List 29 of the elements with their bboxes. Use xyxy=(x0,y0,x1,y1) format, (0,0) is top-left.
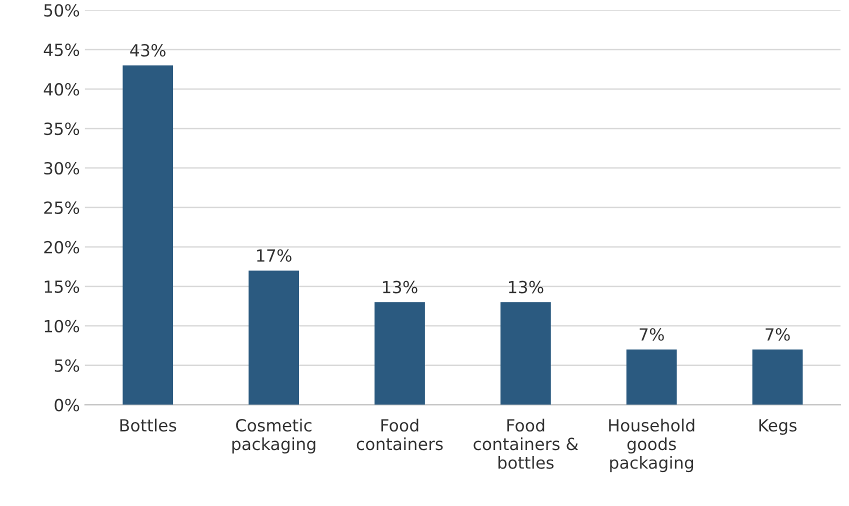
y-tick-label: 15% xyxy=(44,280,80,293)
bar xyxy=(752,350,803,405)
bar xyxy=(500,302,551,405)
y-tick-label: 5% xyxy=(54,359,80,372)
y-tick-label: 45% xyxy=(44,44,80,56)
bar xyxy=(626,350,677,405)
x-tick-label: Bottles xyxy=(120,418,176,432)
y-tick-label: 20% xyxy=(44,240,80,254)
x-tick-label: Food containers xyxy=(356,418,443,450)
data-label: 43% xyxy=(130,44,166,57)
data-label: 17% xyxy=(257,249,292,262)
y-tick-label: 50% xyxy=(44,4,80,17)
bar xyxy=(248,270,299,405)
bar xyxy=(374,302,425,405)
data-label: 7% xyxy=(766,328,790,341)
y-tick-label: 10% xyxy=(44,320,80,332)
x-tick-label: Household goods packaging xyxy=(609,418,694,472)
y-tick-label: 0% xyxy=(54,398,80,412)
y-tick-label: 30% xyxy=(44,162,80,175)
data-label: 7% xyxy=(640,328,664,341)
x-tick-label: Kegs xyxy=(759,419,797,435)
bar xyxy=(122,65,174,405)
x-tick-label: Food containers & bottles xyxy=(474,418,578,469)
y-tick-label: 40% xyxy=(44,83,80,96)
data-label: 13% xyxy=(383,280,418,294)
y-tick-label: 25% xyxy=(44,201,80,214)
data-label: 13% xyxy=(508,280,544,294)
y-tick-label: 35% xyxy=(44,122,80,136)
x-tick-label: Cosmetic packaging xyxy=(232,418,316,454)
